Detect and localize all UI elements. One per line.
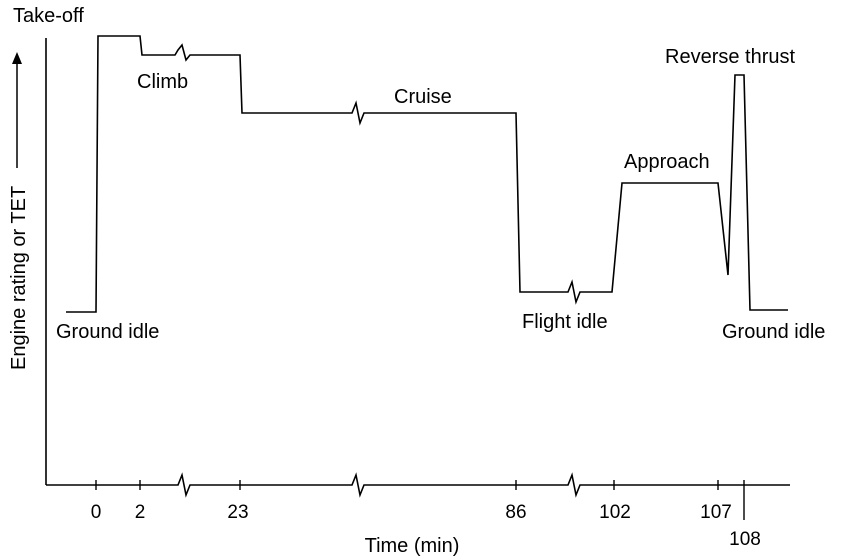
engine-rating-series — [66, 35, 788, 313]
phase-label-reverse-thrust: Reverse thrust — [665, 46, 795, 68]
phase-label-climb: Climb — [137, 71, 188, 93]
phase-label-ground-idle-end: Ground idle — [722, 321, 825, 343]
x-tick-label-108: 108 — [729, 529, 761, 550]
x-tick-label-102: 102 — [599, 502, 631, 523]
x-tick-label-2: 2 — [135, 502, 146, 523]
x-axis-label: Time (min) — [365, 535, 460, 557]
x-axis — [46, 472, 790, 498]
y-axis-label: Engine rating or TET — [8, 186, 30, 370]
y-axis-arrow-icon — [12, 52, 22, 168]
phase-label-approach: Approach — [624, 151, 710, 173]
phase-label-flight-idle: Flight idle — [522, 311, 608, 333]
phase-label-ground-idle-start: Ground idle — [56, 321, 159, 343]
x-tick-label-107: 107 — [700, 502, 732, 523]
phase-label-takeoff: Take-off — [13, 5, 84, 27]
x-tick-label-23: 23 — [227, 502, 248, 523]
phase-label-cruise: Cruise — [394, 86, 452, 108]
engine-rating-line — [66, 35, 788, 313]
x-tick-label-86: 86 — [505, 502, 526, 523]
x-tick-label-0: 0 — [91, 502, 102, 523]
